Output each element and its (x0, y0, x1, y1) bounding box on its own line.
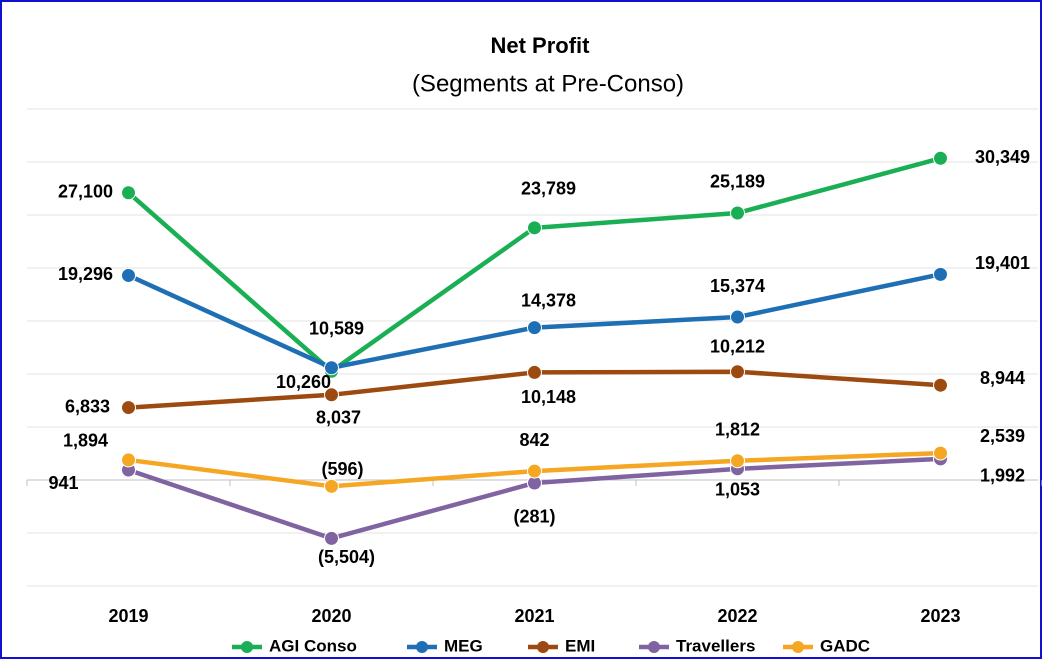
chart-title: Net Profit (491, 33, 591, 58)
data-label: 19,401 (975, 253, 1030, 273)
x-tick-label: 2023 (920, 606, 960, 626)
data-point (933, 150, 948, 166)
data-point (121, 400, 136, 416)
legend-label: MEG (444, 636, 483, 655)
data-point (730, 364, 745, 380)
data-label: 10,212 (710, 337, 765, 357)
data-point (527, 463, 542, 479)
data-label: 25,189 (710, 172, 765, 192)
data-label: 14,378 (521, 290, 576, 310)
legend-label: Travellers (676, 636, 755, 655)
data-label: 8,944 (980, 368, 1025, 388)
data-label: 10,148 (521, 387, 576, 407)
data-point (324, 360, 339, 376)
data-point (121, 267, 136, 283)
data-label: 2,539 (980, 426, 1025, 446)
data-point (324, 530, 339, 546)
chart-subtitle: (Segments at Pre-Conso) (412, 70, 684, 97)
data-label: 1,992 (980, 466, 1025, 486)
data-label: 1,894 (63, 431, 108, 451)
data-label: 27,100 (58, 181, 113, 201)
data-label: 941 (48, 473, 78, 493)
data-point (730, 309, 745, 325)
data-label: 19,296 (58, 264, 113, 284)
data-point (730, 453, 745, 469)
data-label: 1,053 (715, 480, 760, 500)
data-point (933, 445, 948, 461)
data-point (730, 205, 745, 221)
x-tick-label: 2020 (311, 606, 351, 626)
data-point (933, 266, 948, 282)
data-label: 23,789 (521, 179, 576, 199)
data-label: (596) (321, 459, 363, 479)
legend-marker (416, 641, 428, 653)
data-label: 8,037 (316, 408, 361, 428)
data-point (933, 377, 948, 393)
data-point (324, 478, 339, 494)
data-label: 30,349 (975, 147, 1030, 167)
data-point (527, 220, 542, 236)
data-point (527, 364, 542, 380)
x-tick-label: 2019 (108, 606, 148, 626)
x-tick-label: 2022 (717, 606, 757, 626)
data-label: (281) (513, 507, 555, 527)
data-label: 6,833 (65, 396, 110, 416)
legend-marker (648, 641, 660, 653)
legend-label: GADC (820, 636, 870, 655)
data-point (324, 387, 339, 403)
data-label: (5,504) (318, 547, 375, 567)
data-label: 10,260 (276, 372, 331, 392)
legend-marker (537, 641, 549, 653)
legend-marker (241, 641, 253, 653)
legend-label: AGI Conso (269, 636, 357, 655)
data-label: 10,589 (309, 319, 364, 339)
legend-label: EMI (565, 636, 595, 655)
legend-marker (792, 641, 804, 653)
data-label: 842 (519, 430, 549, 450)
data-point (121, 452, 136, 468)
data-point (527, 320, 542, 336)
data-label: 1,812 (715, 420, 760, 440)
data-label: 15,374 (710, 276, 765, 296)
data-point (121, 185, 136, 201)
x-tick-label: 2021 (514, 606, 554, 626)
